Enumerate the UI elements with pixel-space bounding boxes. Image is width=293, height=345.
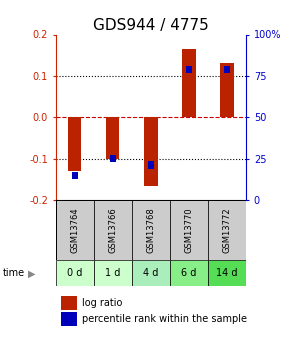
Bar <box>170 200 208 260</box>
Bar <box>132 260 170 286</box>
Bar <box>72 171 78 179</box>
Bar <box>68 117 81 171</box>
Bar <box>110 155 116 162</box>
Text: 6 d: 6 d <box>181 268 197 278</box>
FancyBboxPatch shape <box>62 312 76 326</box>
Title: GDS944 / 4775: GDS944 / 4775 <box>93 18 209 33</box>
Bar <box>220 63 234 117</box>
Bar <box>94 260 132 286</box>
FancyBboxPatch shape <box>62 296 76 310</box>
Text: 4 d: 4 d <box>143 268 159 278</box>
Text: time: time <box>3 268 25 278</box>
Text: 1 d: 1 d <box>105 268 120 278</box>
Bar <box>132 200 170 260</box>
Text: percentile rank within the sample: percentile rank within the sample <box>82 314 247 324</box>
Bar <box>94 200 132 260</box>
Bar <box>208 200 246 260</box>
Text: GSM13772: GSM13772 <box>223 207 231 253</box>
Text: 14 d: 14 d <box>216 268 238 278</box>
Bar <box>148 161 154 169</box>
Bar <box>170 260 208 286</box>
Bar <box>224 66 230 73</box>
Text: GSM13768: GSM13768 <box>146 207 155 253</box>
Bar <box>56 200 94 260</box>
Bar <box>182 49 196 117</box>
Text: GSM13766: GSM13766 <box>108 207 117 253</box>
Text: 0 d: 0 d <box>67 268 82 278</box>
Text: GSM13770: GSM13770 <box>185 207 193 253</box>
Text: GSM13764: GSM13764 <box>70 207 79 253</box>
Bar <box>106 117 120 159</box>
Text: log ratio: log ratio <box>82 298 123 308</box>
Bar <box>208 260 246 286</box>
Bar <box>144 117 158 186</box>
Bar <box>56 260 94 286</box>
Text: ▶: ▶ <box>28 268 35 278</box>
Bar <box>186 66 192 73</box>
